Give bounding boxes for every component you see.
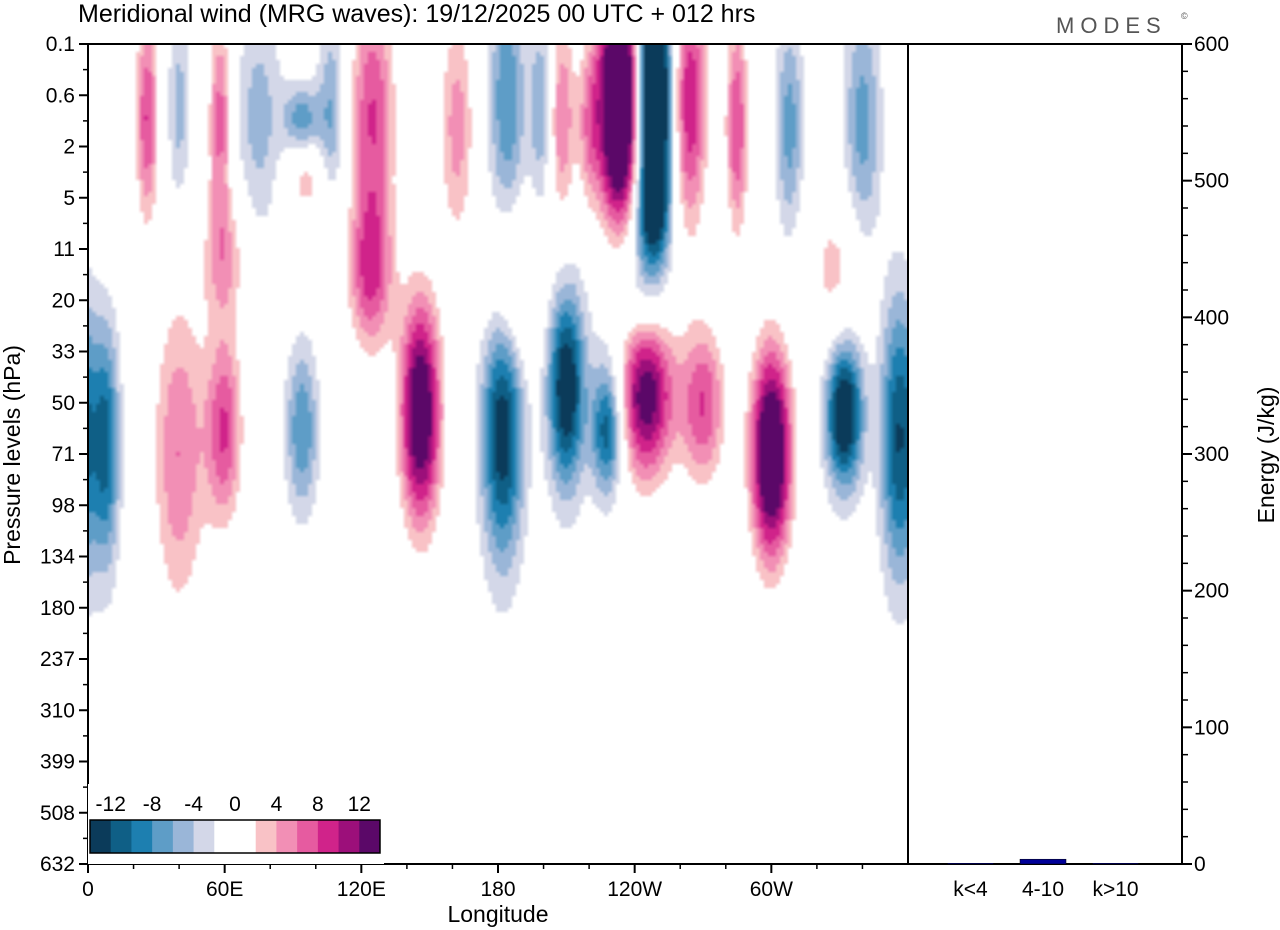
pressure-tick-label: 399 bbox=[40, 751, 75, 774]
colorbar-swatch bbox=[235, 820, 257, 853]
chart-title: Meridional wind (MRG waves): 19/12/2025 … bbox=[78, 0, 755, 28]
colorbar-label: -12 bbox=[96, 793, 126, 816]
energy-tick-label: 400 bbox=[1194, 306, 1229, 329]
longitude-tick-label: 120W bbox=[607, 878, 662, 901]
pressure-tick-label: 33 bbox=[52, 341, 75, 364]
pressure-tick-label: 508 bbox=[40, 802, 75, 825]
pressure-axis: 0.1 0.6 2 5 11 20 33 50 71 98 134 180 237 310 399 508 63… bbox=[40, 33, 88, 876]
energy-category-labels: k<4 4-10 k>10 bbox=[953, 878, 1138, 901]
pressure-tick-label: 5 bbox=[63, 187, 75, 210]
brand-mark: © bbox=[1181, 11, 1188, 21]
colorbar-label: -4 bbox=[184, 793, 203, 816]
longitude-tick-label: 0 bbox=[82, 878, 94, 901]
colorbar-swatch bbox=[359, 820, 381, 853]
colorbar-swatch bbox=[172, 820, 195, 853]
energy-bar bbox=[1019, 858, 1067, 865]
pressure-tick-label: 134 bbox=[40, 546, 75, 569]
colorbar-swatch bbox=[131, 820, 153, 853]
colorbar-label: 12 bbox=[348, 793, 371, 816]
energy-tick-label: 200 bbox=[1194, 580, 1229, 603]
energy-category-label: 4-10 bbox=[1022, 878, 1064, 901]
energy-axis: 0 100 200 300 400 500 600 bbox=[1182, 33, 1229, 876]
energy-category-label: k>10 bbox=[1092, 878, 1138, 901]
brand-logo: MODES bbox=[1056, 13, 1167, 38]
colorbar-swatch bbox=[276, 820, 298, 853]
pressure-tick-label: 50 bbox=[52, 392, 75, 415]
colorbar-swatch bbox=[214, 820, 236, 853]
longitude-tick-label: 120E bbox=[337, 878, 386, 901]
energy-bar bbox=[1092, 863, 1139, 865]
energy-tick-label: 500 bbox=[1194, 170, 1229, 193]
energy-axis-title: Energy (J/kg) bbox=[1253, 387, 1279, 524]
colorbar-swatch bbox=[193, 820, 215, 853]
longitude-tick-label: 60W bbox=[750, 878, 793, 901]
colorbar-swatch bbox=[152, 820, 174, 853]
energy-category-label: k<4 bbox=[953, 878, 988, 901]
colorbar-label: 8 bbox=[312, 793, 324, 816]
y-axis-title: Pressure levels (hPa) bbox=[0, 345, 25, 565]
colorbar-swatch bbox=[90, 820, 112, 853]
colorbar-swatch bbox=[110, 820, 132, 853]
pressure-tick-label: 98 bbox=[52, 494, 75, 517]
heatmap-image bbox=[88, 44, 908, 864]
colorbar-label: 4 bbox=[271, 793, 283, 816]
pressure-tick-label: 310 bbox=[40, 699, 75, 722]
energy-tick-label: 600 bbox=[1194, 33, 1229, 56]
x-axis-title: Longitude bbox=[447, 901, 548, 927]
energy-bar bbox=[947, 863, 994, 865]
energy-tick-label: 0 bbox=[1194, 853, 1206, 876]
energy-tick-label: 300 bbox=[1194, 443, 1229, 466]
pressure-tick-label: 180 bbox=[40, 597, 75, 620]
pressure-tick-label: 632 bbox=[40, 853, 75, 876]
pressure-tick-label: 20 bbox=[52, 289, 75, 312]
colorbar-swatch bbox=[338, 820, 360, 853]
colorbar-label: 0 bbox=[229, 793, 241, 816]
longitude-tick-label: 60E bbox=[206, 878, 243, 901]
pressure-tick-label: 11 bbox=[53, 238, 75, 261]
colorbar-swatch bbox=[255, 820, 277, 853]
heatmap-area bbox=[88, 44, 908, 864]
pressure-tick-label: 0.1 bbox=[46, 33, 75, 56]
colorbar-swatch bbox=[317, 820, 340, 853]
pressure-tick-label: 71 bbox=[52, 443, 75, 466]
colorbar: -12 -8 -4 0 4 8 12 bbox=[88, 784, 384, 864]
pressure-tick-label: 237 bbox=[40, 648, 75, 671]
longitude-tick-label: 180 bbox=[480, 878, 515, 901]
colorbar-swatch bbox=[297, 820, 319, 853]
energy-panel-frame bbox=[907, 43, 1183, 865]
pressure-tick-label: 0.6 bbox=[46, 84, 75, 107]
colorbar-label: -8 bbox=[143, 793, 162, 816]
pressure-tick-label: 2 bbox=[63, 136, 75, 159]
energy-bars bbox=[947, 858, 1139, 865]
energy-tick-label: 100 bbox=[1194, 716, 1229, 739]
longitude-axis: 0 60E 120E 180 120W 60W bbox=[82, 864, 864, 901]
colorbar-frame bbox=[89, 819, 381, 854]
